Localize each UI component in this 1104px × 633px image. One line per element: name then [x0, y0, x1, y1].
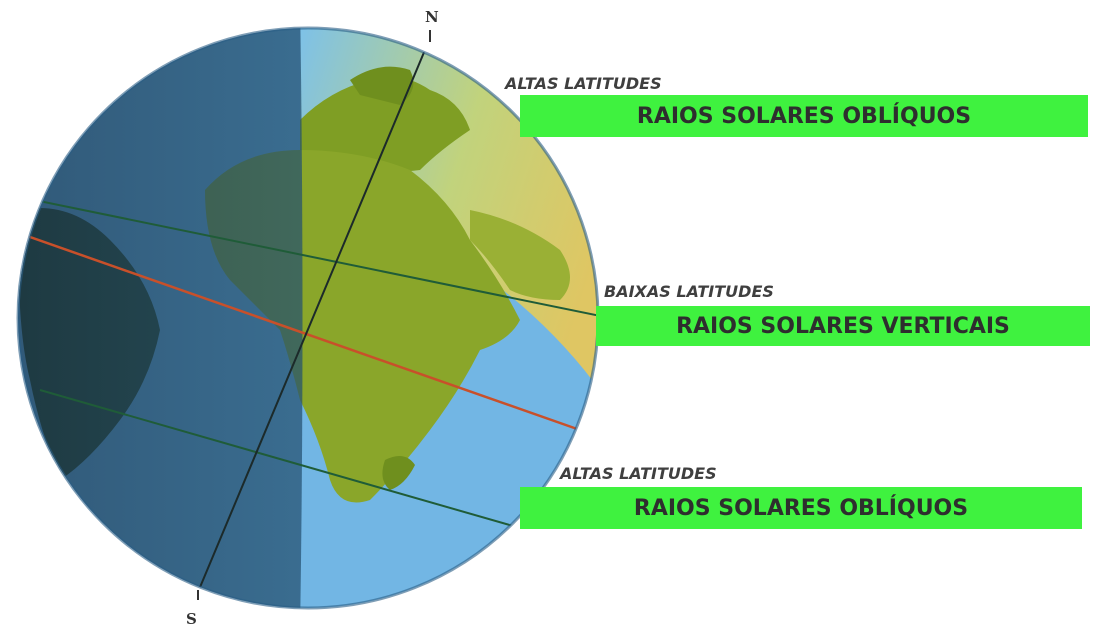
latitude-line-north	[18, 194, 598, 319]
globe	[18, 28, 598, 608]
earth-axis	[197, 37, 431, 593]
zone-mid-ray-label: RAIOS SOLARES VERTICAIS	[676, 313, 1010, 339]
south-pole-label: S	[186, 610, 197, 628]
zone-bot-ray-bar: RAIOS SOLARES OBLÍQUOS	[520, 487, 1082, 529]
zone-bot-ray-label: RAIOS SOLARES OBLÍQUOS	[633, 495, 969, 521]
zone-mid-latitude-label: BAIXAS LATITUDES	[604, 282, 774, 301]
night-shadow	[18, 28, 303, 608]
zone-bot-latitude-label: ALTAS LATITUDES	[560, 464, 717, 483]
equator-line	[18, 228, 581, 432]
zone-mid-ray-bar: RAIOS SOLARES VERTICAIS	[596, 306, 1090, 346]
zone-top-latitude-label: ALTAS LATITUDES	[505, 74, 662, 93]
north-pole-label: N	[425, 8, 439, 26]
zone-top-ray-label: RAIOS SOLARES OBLÍQUOS	[636, 103, 972, 129]
zone-top-ray-bar: RAIOS SOLARES OBLÍQUOS	[520, 95, 1088, 137]
latitude-line-south	[39, 389, 521, 529]
